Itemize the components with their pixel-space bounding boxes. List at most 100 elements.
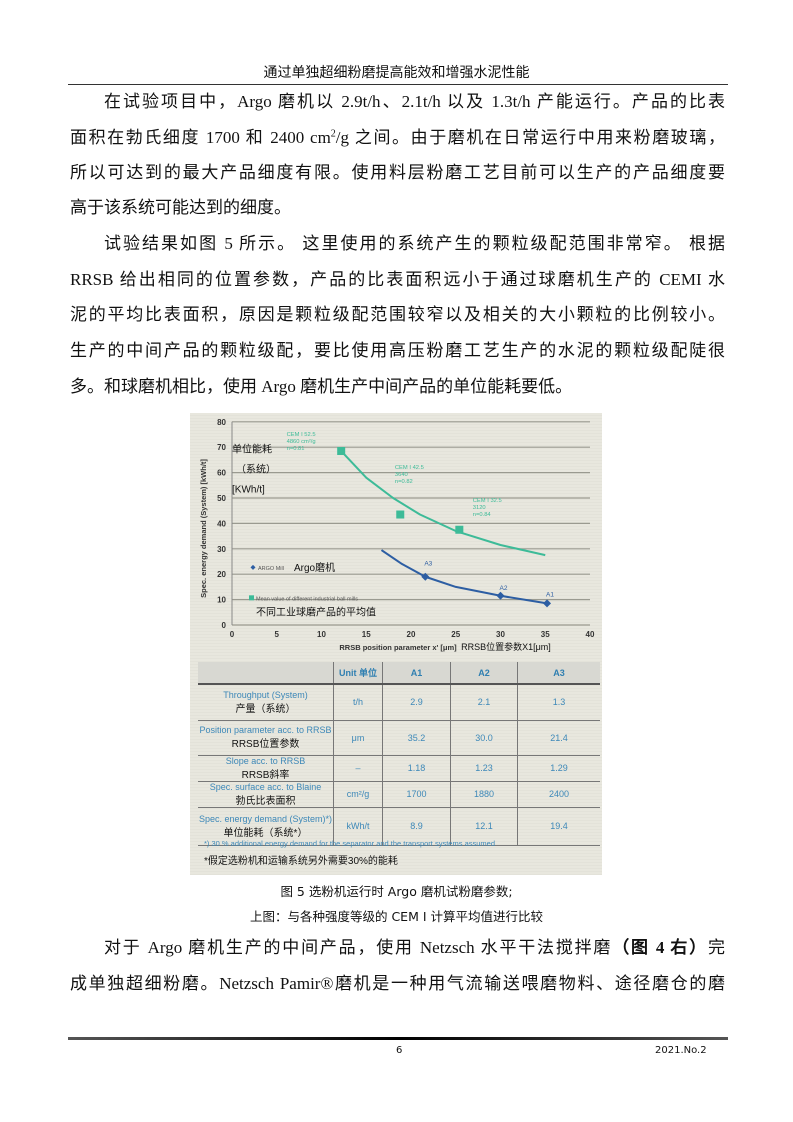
text-segment: /g 之间。由于磨机在日常运行中用来粉磨玻璃， — [335, 128, 725, 147]
text-line: 在试验项目中，Argo 磨机以 2.9t/h、2.1t/h 以及 1.3t/h … — [104, 92, 725, 111]
text-line: 泥的平均比表面积，原因是颗粒级配范围较窄以及相关的大小颗粒的比例较小。 — [70, 305, 725, 324]
point-label: A3 — [424, 561, 432, 568]
x-axis-label-cn: RRSB位置参数X1[μm] — [461, 641, 551, 652]
figure-caption-line-2: 上图：与各种强度等级的 CEM I 计算平均值进行比较 — [249, 909, 544, 924]
point-label: A2 — [500, 585, 508, 592]
header-cell — [198, 662, 334, 685]
cell-unit: cm²/g — [333, 781, 383, 808]
figure-caption-line-1: 图 5 选粉机运行时 Argo 磨机试粉磨参数; — [280, 884, 513, 899]
data-point-square — [455, 525, 464, 534]
y-tick-label: 50 — [217, 494, 226, 503]
text-line: 成单独超细粉磨。Netzsch Pamir®磨机是一种用气流输送喂磨物料、途径磨… — [70, 974, 725, 993]
superscript: 2 — [330, 128, 336, 140]
figure-5: 0 10 20 30 40 50 60 70 80 0 5 10 15 20 25 30 35 40 RRSB po… — [190, 413, 602, 875]
cell-a2: 1880 — [450, 781, 518, 808]
row-label: Slope acc. to RRSB RRSB斜率 — [198, 755, 334, 782]
cell-a1: 2.9 — [382, 684, 451, 721]
table-footnote: *) 30 % additional energy demand for the… — [204, 839, 495, 848]
y-axis-label-cn: [KWh/t] — [232, 484, 265, 495]
row-label: Spec. energy demand (System)*) 单位能耗（系统*） — [198, 807, 334, 846]
annotation: n=0.81 — [287, 446, 305, 452]
annotation: 3640 — [395, 472, 408, 478]
header-cell: A2 — [450, 662, 518, 685]
annotation: 3120 — [473, 505, 486, 511]
y-axis-label: Spec. energy demand (System) [kWh/t] — [199, 459, 208, 598]
text-line: RRSB 给出相同的位置参数，产品的比表面积远小于通过球磨机生产的 CEMI 水 — [70, 270, 725, 289]
x-tick-label: 20 — [407, 630, 416, 639]
text-line: 生产的中间产品的颗粒级配，要比使用高压粉磨工艺生产的水泥的颗粒级配陡很 — [70, 341, 725, 360]
table-row: Slope acc. to RRSB RRSB斜率 –1.18 1.23 1.29 — [198, 755, 600, 782]
row-label: Position parameter acc. to RRSB RRSB位置参数 — [198, 720, 334, 756]
x-tick-label: 10 — [317, 630, 326, 639]
text-segment: 完 — [708, 938, 725, 957]
x-axis-label: RRSB position parameter x' [μm] — [339, 643, 457, 652]
legend-label: ARGO Mill — [258, 566, 284, 572]
x-tick-label: 15 — [362, 630, 371, 639]
label-en: Spec. energy demand (System)*) — [198, 813, 333, 824]
cell-a1: 35.2 — [382, 720, 451, 756]
legend-label-cn: 不同工业球磨产品的平均值 — [256, 605, 376, 618]
text-line: 多。和球磨机相比，使用 Argo 磨机生产中间产品的单位能耗要低。 — [70, 377, 573, 396]
cell-a1: 1700 — [382, 781, 451, 808]
y-axis-label-cn: 单位能耗 — [232, 442, 272, 455]
issue-label: 2021.No.2 — [655, 1045, 707, 1056]
energy-demand-chart: 0 10 20 30 40 50 60 70 80 0 5 10 15 20 25 30 35 40 RRSB po… — [199, 418, 595, 652]
text-line: 对于 Argo 磨机生产的中间产品，使用 Netzsch 水平干法搅拌磨（图 4… — [70, 938, 725, 958]
footer-rule — [68, 1037, 728, 1040]
row-label: Throughput (System) 产量（系统） — [198, 684, 334, 721]
text-line: 所以可达到的最大产品细度有限。使用料层粉磨工艺目前可以生产的产品细度要 — [70, 163, 725, 182]
label-cn: 单位能耗（系统*） — [223, 827, 308, 839]
y-tick-label: 40 — [217, 519, 226, 528]
parameter-table: Unit 单位 A1 A2 A3 Throughput (System) 产量（系… — [198, 662, 600, 846]
y-tick-label: 0 — [222, 621, 227, 630]
text-segment: 对于 Argo 磨机生产的中间产品，使用 Netzsch 水平干法搅拌磨 — [104, 938, 613, 957]
annotation: CEM I 32.5 — [473, 498, 502, 504]
label-cn: RRSB位置参数 — [231, 739, 300, 750]
text-line: 面积在勃氏细度 1700 和 2400 cm2/g 之间。由于磨机在日常运行中用… — [70, 128, 725, 148]
page-number: 6 — [396, 1045, 403, 1056]
y-tick-label: 30 — [217, 545, 226, 554]
cell-unit: t/h — [333, 684, 383, 721]
x-tick-label: 40 — [586, 630, 595, 639]
annotation: n=0.82 — [395, 479, 413, 485]
data-point-diamond — [496, 591, 505, 600]
text-segment: 面积在勃氏细度 1700 和 2400 cm — [70, 128, 331, 147]
cell-a2: 12.1 — [450, 807, 518, 846]
header-cell: A1 — [382, 662, 451, 685]
legend-marker-diamond — [250, 564, 256, 570]
table-row: Spec. energy demand (System)*) 单位能耗（系统*） k… — [198, 807, 600, 846]
figure-reference: （图 4 右） — [612, 938, 708, 957]
cell-a3: 19.4 — [517, 807, 600, 846]
data-point-diamond — [421, 572, 430, 581]
trend-curve-argo — [380, 549, 548, 605]
label-en: Throughput (System) — [223, 689, 308, 700]
label-en: Position parameter acc. to RRSB — [199, 725, 332, 735]
legend-marker-square — [249, 595, 254, 601]
table-row: Throughput (System) 产量（系统） t/h 2.9 2.1 1.3 — [198, 684, 600, 721]
header-rule — [68, 84, 728, 85]
cell-a3: 2400 — [517, 781, 600, 808]
y-tick-label: 60 — [217, 469, 226, 478]
label-en: Spec. surface acc. to Blaine — [209, 781, 322, 792]
data-point-diamond — [543, 599, 552, 608]
cell-unit: – — [333, 755, 383, 782]
legend-label-cn: Argo磨机 — [294, 561, 335, 574]
point-label: A1 — [546, 591, 554, 598]
y-tick-label: 10 — [217, 596, 226, 605]
data-point-square — [337, 447, 346, 456]
x-tick-label: 25 — [451, 630, 460, 639]
header-cell: Unit 单位 — [333, 662, 383, 685]
trend-curve-ball-mill — [340, 450, 546, 557]
y-tick-label: 80 — [217, 418, 226, 427]
cell-a1: 8.9 — [382, 807, 451, 846]
cell-a3: 1.3 — [517, 684, 600, 721]
text-line: 高于该系统可能达到的细度。 — [70, 198, 291, 217]
y-axis-label-cn: （系统） — [236, 462, 276, 475]
table-row: Spec. surface acc. to Blaine 勃氏比表面积 cm²/g 1… — [198, 781, 600, 808]
cell-a1: 1.18 — [382, 755, 451, 782]
x-tick-label: 35 — [541, 630, 550, 639]
label-en: Slope acc. to RRSB — [225, 755, 306, 766]
table-header-row: Unit 单位 A1 A2 A3 — [198, 662, 600, 685]
annotation: 4860 cm²/g — [287, 439, 316, 445]
legend-label: Mean value of different industrial ball … — [256, 596, 358, 602]
